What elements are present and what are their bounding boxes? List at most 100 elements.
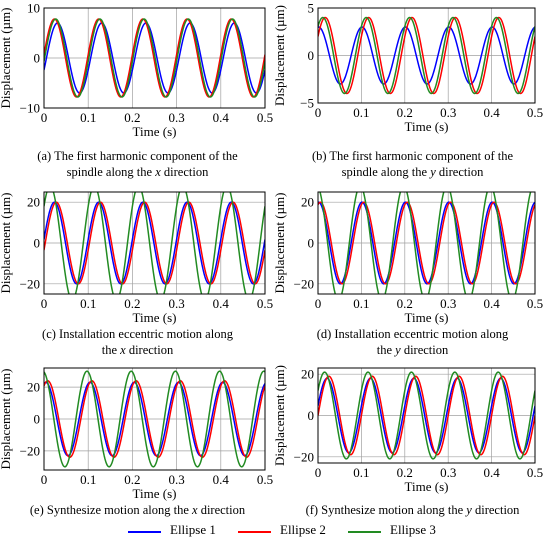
y-axis-label: Displacement (µm) <box>0 8 13 109</box>
x-tick-label: 0.1 <box>80 110 96 125</box>
series-line-ellipse-2 <box>318 201 535 285</box>
legend-swatch-ellipse-3 <box>348 531 381 533</box>
caption-e-line2-ital: x <box>192 503 198 517</box>
caption-a-line2-ital: x <box>155 165 161 179</box>
y-axis-label: Displacement (µm) <box>272 365 287 466</box>
x-tick-label: 0.3 <box>440 296 456 311</box>
series-line-ellipse-3 <box>44 18 265 98</box>
x-tick-label: 0 <box>315 296 322 311</box>
y-tick-label: 0 <box>308 408 315 423</box>
x-tick-label: 0.4 <box>213 110 230 125</box>
caption-e-line2-post: direction <box>197 503 246 517</box>
x-tick-label: 0.3 <box>440 105 456 120</box>
plot-frame <box>317 7 536 104</box>
y-tick-label: 0 <box>34 236 41 251</box>
series-line-ellipse-3 <box>44 192 265 294</box>
legend-label-ellipse-2: Ellipse 2 <box>280 522 326 537</box>
x-tick-label: 0.3 <box>168 110 184 125</box>
x-tick-label: 0 <box>41 472 48 487</box>
y-tick-label: 20 <box>27 195 40 210</box>
x-tick-label: 0.2 <box>397 296 413 311</box>
x-tick-label: 0 <box>41 110 48 125</box>
x-tick-label: 0.2 <box>124 110 140 125</box>
caption-c-line2-post: direction <box>125 343 174 357</box>
x-tick-label: 0.3 <box>440 465 456 480</box>
caption-b: (b) The first harmonic component of the … <box>280 148 545 180</box>
x-tick-label: 0.5 <box>527 296 543 311</box>
caption-a: (a) The first harmonic component of the … <box>5 148 270 180</box>
caption-c-line2-ital: x <box>120 343 126 357</box>
y-tick-label: 20 <box>301 367 314 382</box>
y-tick-label: 0 <box>308 236 315 251</box>
y-axis-label: Displacement (µm) <box>0 369 13 470</box>
series-line-ellipse-2 <box>44 380 265 458</box>
legend-label-ellipse-3: Ellipse 3 <box>390 522 436 537</box>
y-axis-label: Displacement (µm) <box>0 193 13 294</box>
x-tick-label: 0.1 <box>80 296 96 311</box>
series-line-ellipse-3 <box>319 192 532 294</box>
caption-c-line1: (c) Installation eccentric motion along <box>42 327 233 341</box>
plot-frame <box>317 191 536 295</box>
legend-swatch-ellipse-2 <box>238 531 271 533</box>
x-axis-label: Time (s) <box>405 310 449 325</box>
caption-e-line2-pre: (e) Synthesize motion along the <box>29 503 192 517</box>
x-tick-label: 0.5 <box>527 465 543 480</box>
series-line-ellipse-2 <box>44 18 265 98</box>
series-line-ellipse-2 <box>318 375 535 456</box>
caption-b-line2-ital: y <box>430 165 436 179</box>
y-axis-label: Displacement (µm) <box>272 5 287 106</box>
x-tick-label: 0.2 <box>397 465 413 480</box>
x-tick-label: 0.4 <box>213 472 230 487</box>
y-tick-label: −20 <box>20 276 40 291</box>
caption-d-line2-ital: y <box>395 343 401 357</box>
x-axis-label: Time (s) <box>405 479 449 494</box>
x-tick-label: 0 <box>41 296 48 311</box>
x-axis-label: Time (s) <box>133 310 177 325</box>
series-line-ellipse-1 <box>44 201 265 285</box>
plot-frame <box>43 7 266 109</box>
caption-a-line1: (a) The first harmonic component of the <box>37 149 238 163</box>
y-tick-label: −20 <box>294 276 314 291</box>
x-axis-label: Time (s) <box>405 119 449 134</box>
x-tick-label: 0.4 <box>483 296 500 311</box>
x-tick-label: 0.5 <box>527 105 543 120</box>
y-tick-label: −5 <box>300 96 314 111</box>
x-tick-label: 0.2 <box>124 472 140 487</box>
y-tick-label: 0 <box>34 412 41 427</box>
y-tick-label: −20 <box>294 449 314 464</box>
caption-f-line2-pre: (f) Synthesize motion along the <box>305 503 467 517</box>
y-tick-label: 10 <box>27 1 40 16</box>
plot-frame <box>317 367 536 464</box>
series-line-ellipse-3 <box>318 371 535 460</box>
plot-frame <box>43 367 266 471</box>
caption-b-line2-pre: spindle along the <box>341 165 431 179</box>
x-tick-label: 0.4 <box>213 296 230 311</box>
caption-f-line2-post: direction <box>471 503 520 517</box>
caption-f: (f) Synthesize motion along the y direct… <box>280 502 545 518</box>
caption-b-line1: (b) The first harmonic component of the <box>311 149 514 163</box>
x-tick-label: 0.4 <box>483 465 500 480</box>
y-tick-label: 0 <box>34 51 41 66</box>
series-line-ellipse-2 <box>318 16 535 95</box>
caption-d-line2-post: direction <box>400 343 449 357</box>
y-tick-label: −20 <box>20 443 40 458</box>
caption-f-line2-ital: y <box>466 503 472 517</box>
x-tick-label: 0 <box>315 105 322 120</box>
y-tick-label: 20 <box>301 195 314 210</box>
series-line-ellipse-1 <box>44 381 265 457</box>
caption-d-line1: (d) Installation eccentric motion along <box>316 327 509 341</box>
legend-swatch-ellipse-1 <box>128 531 161 533</box>
x-tick-label: 0.3 <box>168 472 184 487</box>
x-tick-label: 0.5 <box>257 472 273 487</box>
x-axis-label: Time (s) <box>133 124 177 139</box>
x-tick-label: 0.1 <box>353 105 369 120</box>
y-tick-label: 20 <box>27 380 40 395</box>
y-tick-label: −10 <box>20 101 40 116</box>
